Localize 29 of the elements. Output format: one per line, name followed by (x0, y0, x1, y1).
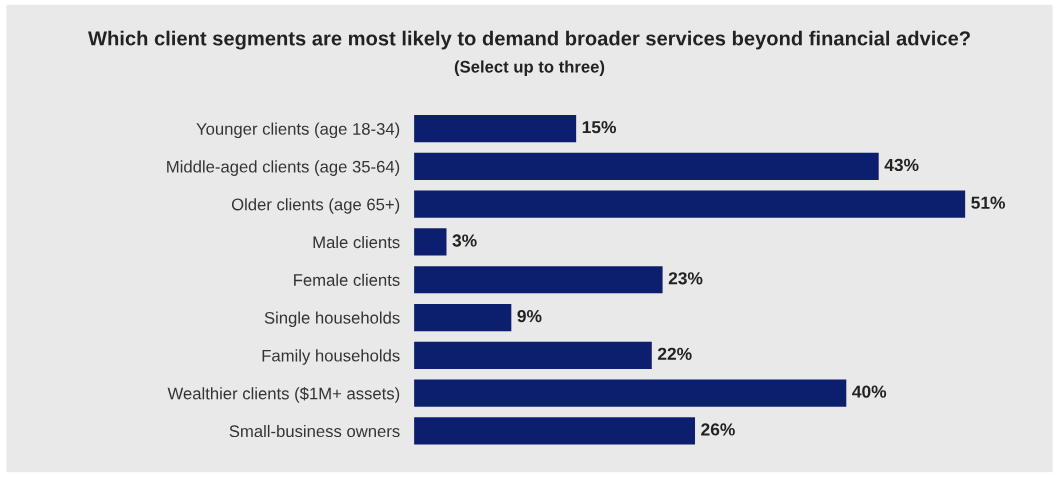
y-tick-label: Younger clients (age 18-34) (196, 122, 400, 139)
bar (414, 190, 966, 218)
y-tick-label: Single households (264, 311, 400, 328)
data-label: 9% (517, 309, 542, 323)
y-tick-label: Wealthier clients ($1M+ assets) (167, 386, 400, 403)
y-tick-label: Female clients (294, 273, 400, 286)
bar (414, 341, 652, 369)
data-label: 22% (657, 347, 692, 360)
bar (414, 152, 879, 180)
bar (414, 115, 577, 143)
bar (414, 417, 696, 445)
data-label: 43% (884, 158, 919, 172)
bar (414, 379, 847, 407)
bar (414, 303, 512, 332)
chart-title: Which client segments are most likely to demand broader services beyond financial advice? (88, 30, 970, 50)
y-tick-label: Family households (262, 349, 400, 365)
y-tick-label: Older clients (age 65+) (231, 198, 400, 214)
y-tick-label: Middle-aged clients (age 35-64) (167, 160, 400, 176)
data-label: 15% (582, 121, 616, 134)
data-label: 26% (701, 423, 735, 436)
data-label: 23% (668, 272, 703, 285)
y-tick-label: Small-business owners (229, 424, 400, 438)
data-label: 40% (852, 385, 887, 398)
y-tick-label: Male clients (313, 235, 400, 249)
bar (414, 266, 663, 294)
data-label: 51% (971, 196, 1005, 209)
chart-subtitle: (Select up to three) (454, 60, 605, 76)
bar (414, 228, 447, 256)
data-label: 3% (452, 234, 477, 247)
